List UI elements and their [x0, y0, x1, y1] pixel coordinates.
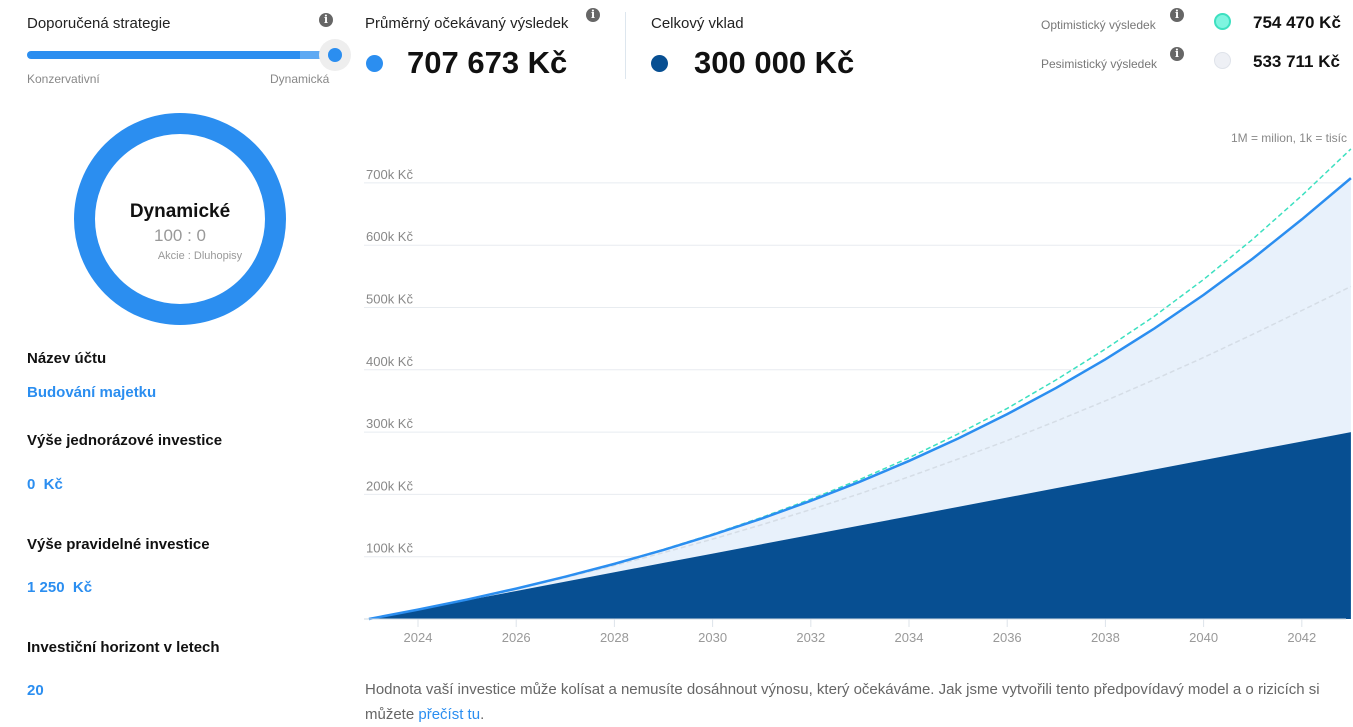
deposit-area [368, 432, 1351, 619]
y-tick-label: 200k Kč [366, 478, 413, 493]
y-tick-label: 500k Kč [366, 292, 413, 307]
x-tick-label: 2034 [895, 630, 924, 645]
account-name-label: Název účtu [27, 350, 107, 367]
optimistic-value: 754 470 Kč [1253, 13, 1341, 32]
slider-min-label: Konzervativní [27, 72, 100, 86]
y-tick-label: 100k Kč [366, 541, 413, 556]
x-tick-label: 2026 [502, 630, 531, 645]
optimistic-label: Optimistický výsledek [1041, 18, 1156, 32]
x-tick-label: 2024 [404, 630, 433, 645]
expected-value: 707 673 Kč [407, 45, 568, 80]
x-tick-label: 2040 [1189, 630, 1218, 645]
deposit-label: Celkový vklad [651, 15, 744, 32]
info-icon[interactable]: i [1170, 8, 1184, 22]
deposit-value: 300 000 Kč [694, 45, 855, 80]
donut-strategy-name: Dynamické [129, 201, 231, 222]
strategy-slider-track[interactable] [27, 51, 332, 59]
expected-area [368, 178, 1351, 619]
horizon-value[interactable]: 20 [27, 682, 44, 699]
read-more-link[interactable]: přečíst tu [418, 706, 481, 723]
pessimistic-legend-dot [1214, 52, 1231, 69]
regular-investment-value[interactable]: 1 250 Kč [27, 579, 93, 596]
disclaimer-text: Hodnota vaší investice může kolísat a ne… [365, 681, 1320, 723]
info-icon[interactable]: i [319, 13, 333, 27]
donut-ratio-label: Akcie : Dluhopisy [157, 250, 243, 262]
x-tick-label: 2038 [1091, 630, 1120, 645]
optimistic-legend-dot [1214, 13, 1231, 30]
x-tick-label: 2042 [1287, 630, 1316, 645]
y-tick-label: 300k Kč [366, 416, 413, 431]
x-tick-label: 2030 [698, 630, 727, 645]
y-tick-label: 400k Kč [366, 354, 413, 369]
divider [625, 12, 626, 79]
strategy-slider-handle[interactable] [319, 39, 351, 71]
y-tick-label: 700k Kč [366, 167, 413, 182]
projection-chart: 100k Kč 200k Kč 300k Kč 400k Kč 500k Kč 600k … [364, 148, 1352, 645]
account-name-value[interactable]: Budování majetku [27, 384, 157, 401]
x-tick-label: 2032 [796, 630, 825, 645]
info-icon[interactable]: i [1170, 47, 1184, 61]
x-tick-label: 2036 [993, 630, 1022, 645]
expected-label: Průměrný očekávaný výsledek [365, 15, 569, 32]
lump-sum-label: Výše jednorázové investice [27, 432, 223, 449]
regular-investment-label: Výše pravidelné investice [27, 536, 210, 553]
pessimistic-label: Pesimistický výsledek [1041, 57, 1158, 71]
y-tick-label: 600k Kč [366, 229, 413, 244]
lump-sum-value[interactable]: 0 Kč [27, 476, 63, 493]
slider-max-label: Dynamická [270, 72, 330, 86]
expected-legend-dot [366, 55, 383, 72]
disclaimer: Hodnota vaší investice může kolísat a ne… [365, 677, 1340, 727]
deposit-legend-dot [651, 55, 668, 72]
disclaimer-end: . [480, 706, 485, 723]
strategy-title: Doporučená strategie [27, 15, 171, 32]
info-icon[interactable]: i [586, 8, 600, 22]
pessimistic-line [368, 285, 1352, 620]
x-tick-label: 2028 [600, 630, 629, 645]
optimistic-line [368, 148, 1352, 620]
donut-ratio: 100 : 0 [154, 226, 206, 245]
expected-line [368, 177, 1352, 621]
unit-note: 1M = milion, 1k = tisíc [1230, 131, 1347, 145]
pessimistic-value: 533 711 Kč [1253, 52, 1340, 71]
horizon-label: Investiční horizont v letech [27, 639, 220, 656]
